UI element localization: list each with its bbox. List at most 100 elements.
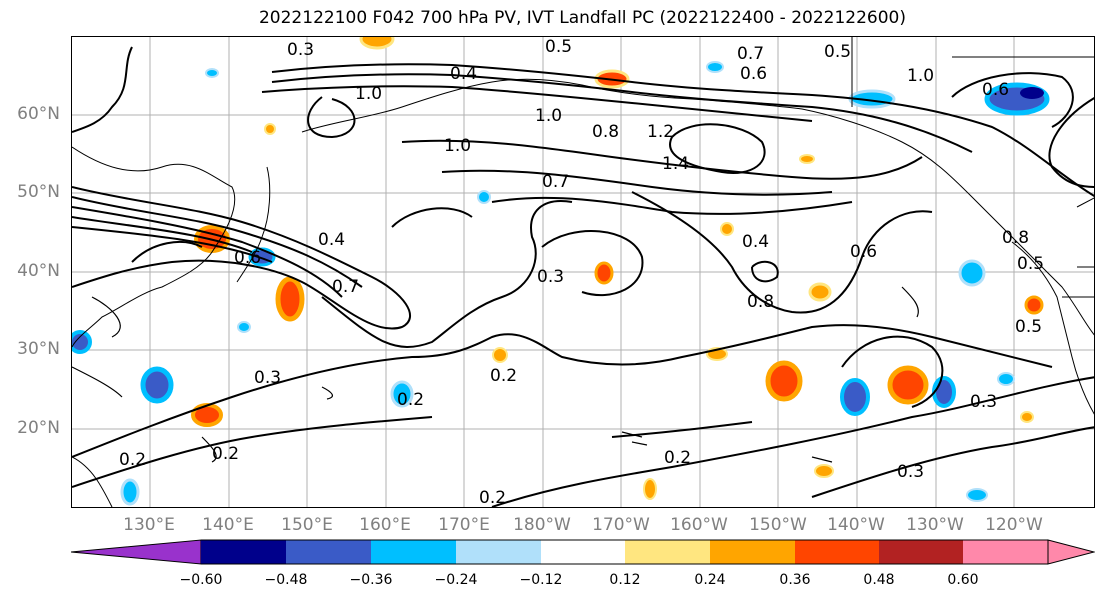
pv-contours	[72, 46, 1094, 507]
lon-label-150e: 150°E	[281, 515, 333, 535]
contour-label: 0.2	[119, 450, 146, 470]
colorbar-tick: 0.12	[609, 572, 641, 588]
positive-blob	[643, 478, 657, 500]
contour-label: 0.3	[537, 267, 564, 287]
negative-blob	[997, 372, 1015, 386]
contour-label: 0.2	[212, 444, 239, 464]
positive-blob	[799, 154, 815, 164]
contour-label: 1.0	[444, 136, 471, 156]
contour-label: 0.6	[982, 80, 1009, 100]
contour-label: 0.4	[742, 232, 769, 252]
thin-contours	[72, 286, 919, 463]
lon-label-120w: 120°W	[985, 515, 1043, 535]
contour-label: 0.5	[824, 42, 851, 62]
colorbar-tick: −0.60	[179, 572, 223, 588]
lon-label-170e: 170°E	[438, 515, 490, 535]
positive-blob	[1020, 411, 1034, 423]
positive-blob	[808, 282, 832, 302]
colorbar-swatch	[201, 540, 286, 564]
contour-label: 0.6	[850, 242, 877, 262]
contour-label: 0.2	[479, 488, 506, 508]
contour-label: 0.4	[450, 64, 477, 84]
negative-blob	[958, 259, 986, 287]
positive-blob	[887, 365, 929, 405]
positive-blob	[359, 37, 395, 50]
colorbar-swatch	[1047, 539, 1095, 565]
contour-label: 0.3	[287, 40, 314, 60]
negative-blob	[72, 330, 92, 354]
contour-label: 1.0	[355, 84, 382, 104]
lat-label-30n: 30°N	[17, 339, 60, 359]
lon-label-130e: 130°E	[123, 515, 175, 535]
lat-label-50n: 50°N	[17, 182, 60, 202]
contour-label: 1.2	[647, 122, 674, 142]
contour-label: 1.0	[535, 106, 562, 126]
positive-blob	[1024, 295, 1044, 315]
colorbar-swatch	[371, 540, 456, 564]
lat-label-40n: 40°N	[17, 261, 60, 281]
lon-label-130w: 130°W	[906, 515, 964, 535]
contour-label: 0.2	[490, 366, 517, 386]
contour-label: 0.7	[542, 172, 569, 192]
positive-blob	[594, 261, 614, 285]
negative-blob	[390, 380, 414, 408]
lon-label-140w: 140°W	[827, 515, 885, 535]
colorbar-swatch	[710, 540, 795, 564]
colorbar	[71, 539, 1095, 565]
coastlines	[72, 37, 1094, 507]
lon-label-140e: 140°E	[202, 515, 254, 535]
positive-blob	[275, 276, 305, 322]
positive-blob	[765, 360, 803, 402]
negative-blob	[1020, 87, 1044, 99]
colorbar-swatch	[286, 540, 371, 564]
colorbar-swatch	[541, 540, 625, 564]
negative-blob	[120, 478, 140, 506]
colorbar-swatch	[879, 540, 963, 564]
contour-label: 0.8	[592, 122, 619, 142]
lat-label-60n: 60°N	[17, 104, 60, 124]
graticule	[72, 37, 1094, 507]
colorbar-swatch	[795, 540, 879, 564]
contour-label: 1.0	[907, 66, 934, 86]
negative-blob	[477, 190, 491, 204]
negative-blob	[140, 366, 174, 404]
map-canvas: 0.3 0.5 0.7 0.5 0.6 1.0 0.4 1.0 0.8 1.2 …	[72, 37, 1094, 508]
colorbar-tick: 0.36	[779, 572, 811, 588]
contour-label: 0.5	[545, 37, 572, 57]
colorbar-tick: 0.60	[947, 572, 979, 588]
positive-blob	[492, 347, 508, 363]
contour-label: 0.8	[1002, 228, 1029, 248]
colorbar-swatch	[963, 540, 1048, 564]
contour-labels: 0.3 0.5 0.7 0.5 0.6 1.0 0.4 1.0 0.8 1.2 …	[119, 37, 1044, 508]
contour-label: 0.4	[318, 230, 345, 250]
colorbar-tick: 0.48	[863, 572, 895, 588]
map-panel[interactable]: 0.3 0.5 0.7 0.5 0.6 1.0 0.4 1.0 0.8 1.2 …	[71, 36, 1095, 508]
lon-label-150w: 150°W	[749, 515, 807, 535]
lon-label-170w: 170°W	[592, 515, 650, 535]
contour-label: 0.3	[970, 392, 997, 412]
contour-label: 0.2	[664, 448, 691, 468]
contour-label: 0.7	[737, 44, 764, 64]
contour-label: 0.6	[740, 64, 767, 84]
colorbar-tick: −0.24	[434, 572, 478, 588]
positive-blob	[191, 403, 223, 427]
negative-blob	[840, 378, 870, 416]
contour-label: 1.4	[662, 154, 689, 174]
negative-blob	[932, 376, 956, 408]
negative-blob	[237, 321, 251, 333]
lon-label-160w: 160°W	[670, 515, 728, 535]
positive-blob	[264, 123, 276, 135]
lon-label-160e: 160°E	[359, 515, 411, 535]
colorbar-tick: 0.24	[694, 572, 726, 588]
colorbar-tick: −0.48	[264, 572, 308, 588]
contour-label: 0.2	[397, 390, 424, 410]
negative-blob	[706, 61, 724, 73]
positive-blob	[720, 222, 734, 236]
lat-label-20n: 20°N	[17, 418, 60, 438]
colorbar-tick: −0.36	[349, 572, 393, 588]
colorbar-swatch	[71, 539, 202, 565]
negative-blob	[205, 68, 219, 78]
contour-label: 0.3	[897, 462, 924, 482]
contour-label: 0.6	[234, 248, 261, 268]
colorbar-swatch	[625, 540, 710, 564]
